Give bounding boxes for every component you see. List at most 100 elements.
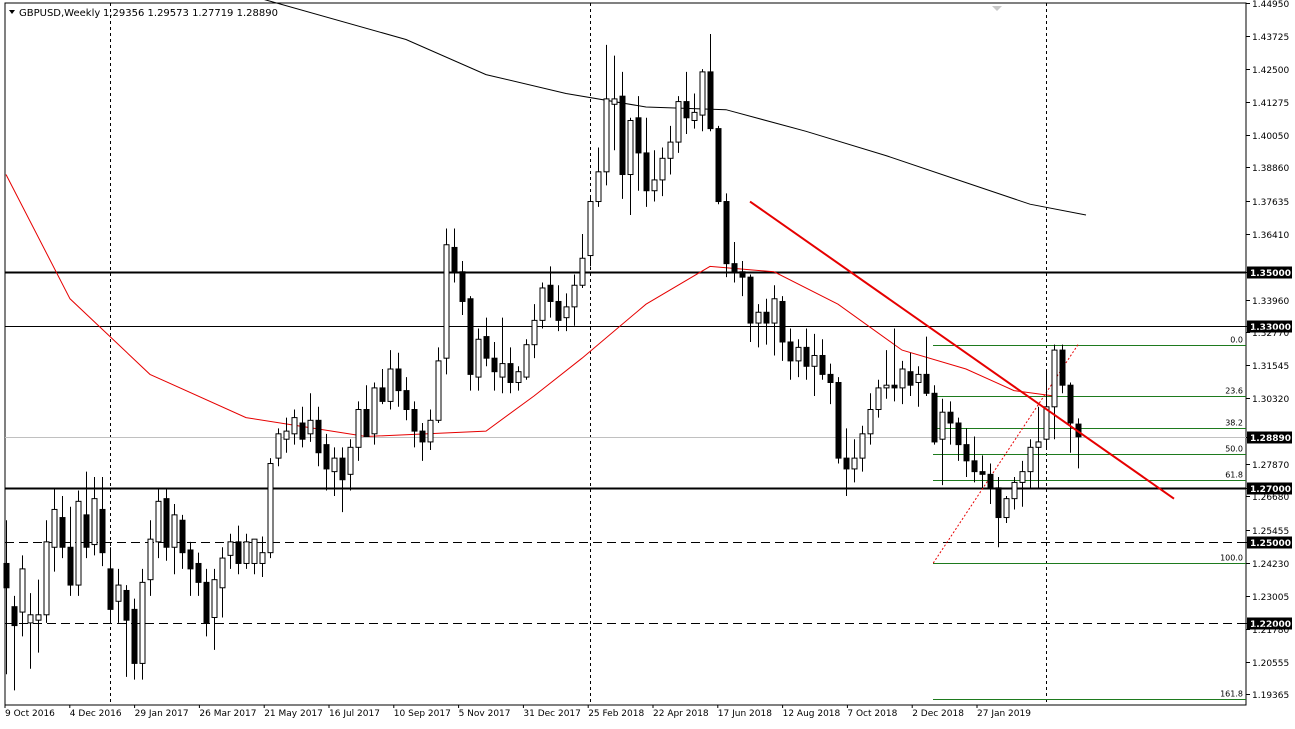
candle-body[interactable] (835, 381, 842, 459)
candle-body[interactable] (67, 546, 74, 586)
candle-body[interactable] (755, 311, 762, 324)
candle-body[interactable] (267, 463, 274, 554)
candle-body[interactable] (627, 119, 634, 176)
candle-body[interactable] (915, 373, 922, 383)
candle-body[interactable] (827, 373, 834, 383)
candle-body[interactable] (275, 433, 282, 459)
candle-body[interactable] (771, 298, 778, 324)
candle-body[interactable] (427, 419, 434, 443)
candle-body[interactable] (307, 419, 314, 435)
ma-slow-line[interactable] (262, 0, 1087, 216)
candle-body[interactable] (467, 298, 474, 375)
candle-body[interactable] (587, 201, 594, 257)
candle-body[interactable] (563, 306, 570, 319)
candle-body[interactable] (1011, 481, 1018, 500)
candle-body[interactable] (395, 368, 402, 392)
candle-body[interactable] (11, 606, 18, 627)
candle-body[interactable] (371, 387, 378, 435)
ma-fast-line[interactable] (5, 174, 1055, 438)
candle-body[interactable] (859, 433, 866, 459)
candle-body[interactable] (867, 409, 874, 435)
candle-body[interactable] (435, 360, 442, 421)
candle-body[interactable] (723, 201, 730, 265)
candle-body[interactable] (971, 460, 978, 473)
candle-body[interactable] (907, 371, 914, 386)
candle-body[interactable] (507, 363, 514, 383)
candle-body[interactable] (715, 128, 722, 203)
candle-body[interactable] (315, 419, 322, 454)
dropdown-triangle-icon[interactable] (9, 10, 15, 14)
candle-body[interactable] (1043, 406, 1050, 440)
candle-body[interactable] (763, 311, 770, 324)
candle-body[interactable] (1035, 441, 1042, 448)
candle-body[interactable] (1027, 446, 1034, 473)
candle-body[interactable] (355, 409, 362, 448)
candle-body[interactable] (331, 457, 338, 473)
candle-body[interactable] (235, 541, 242, 564)
candle-body[interactable] (1019, 471, 1026, 483)
candle-body[interactable] (91, 498, 98, 546)
candle-body[interactable] (603, 98, 610, 173)
candle-body[interactable] (163, 498, 170, 548)
candle-body[interactable] (107, 568, 114, 610)
candle-body[interactable] (955, 422, 962, 446)
candle-body[interactable] (523, 344, 530, 378)
candle-body[interactable] (843, 457, 850, 470)
candle-body[interactable] (491, 357, 498, 373)
candle-body[interactable] (707, 71, 714, 130)
candle-body[interactable] (883, 384, 890, 389)
candle-body[interactable] (283, 430, 290, 440)
candle-body[interactable] (203, 581, 210, 624)
candle-body[interactable] (699, 71, 706, 116)
candle-body[interactable] (515, 371, 522, 383)
candle-body[interactable] (899, 368, 906, 389)
candle-body[interactable] (675, 101, 682, 143)
candle-body[interactable] (115, 584, 122, 602)
candle-body[interactable] (195, 562, 202, 583)
candle-body[interactable] (19, 568, 26, 613)
candle-body[interactable] (443, 244, 450, 359)
candle-body[interactable] (963, 444, 970, 462)
candle-body[interactable] (59, 517, 66, 548)
candle-body[interactable] (779, 300, 786, 343)
candle-body[interactable] (51, 508, 58, 548)
candle-body[interactable] (739, 271, 746, 278)
candle-body[interactable] (691, 111, 698, 121)
candle-body[interactable] (147, 538, 154, 581)
candle-body[interactable] (131, 608, 138, 664)
candle-body[interactable] (579, 257, 586, 286)
candle-body[interactable] (299, 422, 306, 440)
collapse-arrow-icon[interactable] (992, 6, 1002, 11)
candle-body[interactable] (379, 387, 386, 402)
candle-body[interactable] (483, 336, 490, 359)
candle-body[interactable] (787, 341, 794, 362)
candle-body[interactable] (499, 363, 506, 378)
trendline[interactable] (749, 200, 1175, 500)
candle-body[interactable] (243, 541, 250, 564)
candle-body[interactable] (659, 157, 666, 181)
candle-body[interactable] (747, 276, 754, 324)
candle-body[interactable] (555, 300, 562, 321)
candle-body[interactable] (291, 417, 298, 435)
candle-body[interactable] (995, 487, 1002, 519)
candle-body[interactable] (211, 579, 218, 618)
candle-body[interactable] (179, 519, 186, 554)
candle-body[interactable] (731, 263, 738, 273)
candle-body[interactable] (459, 271, 466, 302)
candle-body[interactable] (531, 319, 538, 346)
candle-body[interactable] (155, 500, 162, 543)
candle-body[interactable] (75, 500, 82, 586)
candle-body[interactable] (611, 98, 618, 105)
candle-body[interactable] (27, 614, 34, 624)
candle-body[interactable] (595, 171, 602, 203)
candle-body[interactable] (323, 444, 330, 470)
candle-body[interactable] (387, 368, 394, 402)
candle-body[interactable] (1059, 349, 1066, 386)
candle-body[interactable] (643, 152, 650, 192)
candle-body[interactable] (403, 390, 410, 411)
candle-body[interactable] (123, 589, 130, 621)
candle-body[interactable] (891, 384, 898, 389)
candle-body[interactable] (875, 387, 882, 411)
